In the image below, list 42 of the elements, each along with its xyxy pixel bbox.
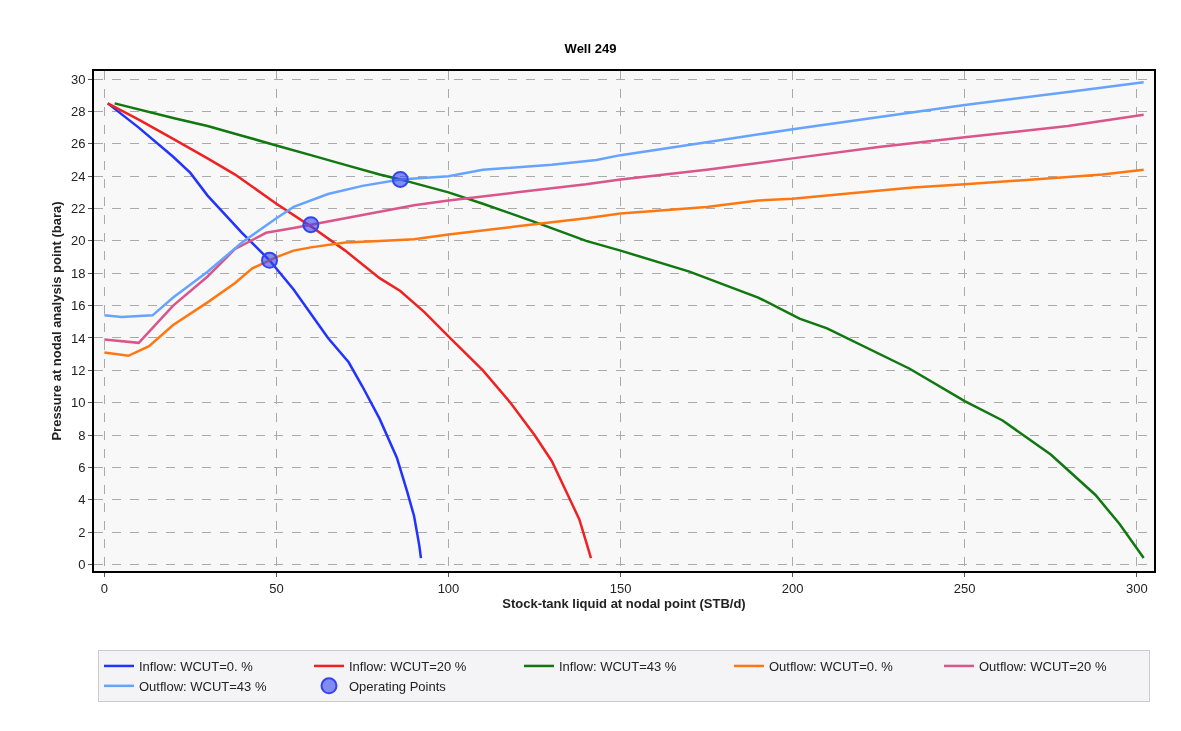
x-tick-label: 300 [1125, 580, 1148, 596]
y-tick-label: 14 [70, 330, 86, 346]
y-tick-label: 10 [70, 395, 86, 411]
legend-label: Inflow: WCUT=20 % [349, 659, 467, 675]
x-tick-label: 50 [269, 580, 284, 596]
x-axis-title: Stock-tank liquid at nodal point (STB/d) [502, 595, 746, 611]
point [391, 170, 409, 188]
y-tick-label: 2 [78, 524, 86, 540]
x-tick-label: 100 [437, 580, 460, 596]
line-series [103, 81, 1145, 319]
y-tick-label: 12 [70, 362, 86, 378]
y-tick-label: 22 [70, 201, 86, 217]
line-series [106, 102, 423, 560]
line-series [103, 168, 1145, 358]
x-tick-label: 200 [781, 580, 804, 596]
chart-title: Well 249 [564, 40, 617, 56]
line-series [113, 102, 1145, 560]
y-tick-label: 4 [78, 492, 86, 508]
y-tick-label: 16 [70, 298, 86, 314]
x-tick-label: 250 [953, 580, 976, 596]
y-tick-label: 28 [70, 104, 86, 119]
x-tick-label: 150 [609, 580, 632, 596]
y-axis-title: Pressure at nodal analysis point (bara) [49, 201, 65, 441]
y-tick-label: 20 [70, 233, 86, 249]
legend-label: Outflow: WCUT=43 % [139, 678, 267, 694]
legend-label: Operating Points [349, 678, 447, 694]
line-series [103, 113, 1145, 345]
point [302, 216, 320, 234]
point [261, 251, 279, 269]
y-tick-label: 6 [78, 459, 86, 475]
legend-label: Outflow: WCUT=0. % [769, 659, 894, 675]
legend-label: Inflow: WCUT=43 % [559, 659, 677, 675]
y-tick-label: 24 [70, 168, 86, 184]
line-series [106, 102, 593, 560]
legend-label: Inflow: WCUT=0. % [139, 659, 254, 675]
y-tick-label: 18 [70, 265, 86, 281]
legend-label: Outflow: WCUT=20 % [979, 659, 1107, 675]
y-tick-label: 8 [78, 427, 86, 443]
y-tick-label: 30 [70, 71, 86, 87]
y-tick-label: 0 [78, 557, 86, 573]
x-tick-label: 0 [100, 580, 108, 596]
y-tick-label: 26 [70, 136, 86, 152]
